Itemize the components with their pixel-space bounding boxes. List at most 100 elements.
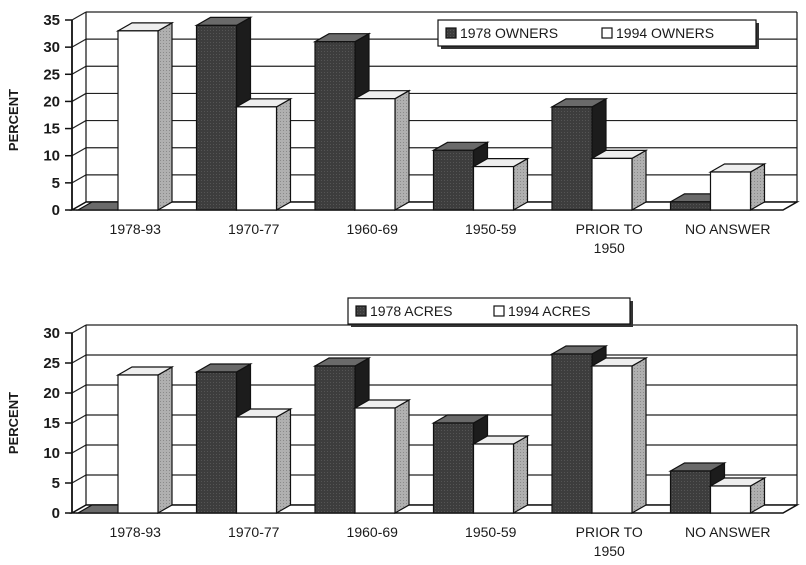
x-tick-label: 1960-69 — [347, 221, 399, 237]
bar-1994-acres — [234, 407, 293, 515]
y-tick-label: 10 — [43, 148, 60, 165]
bar-front — [117, 374, 159, 514]
bar-front — [551, 106, 593, 211]
legend-swatch — [445, 27, 457, 39]
grid-diag — [71, 354, 87, 364]
x-tick-label: NO ANSWER — [685, 524, 771, 540]
bar-front — [432, 149, 475, 211]
grid-diag — [71, 444, 87, 454]
y-tick-label: 15 — [43, 415, 60, 432]
bar-1994-acres — [471, 434, 530, 515]
x-tick-label: 1950-59 — [465, 524, 517, 540]
y-tick-label: 0 — [52, 202, 60, 219]
grid-diag — [71, 147, 87, 157]
bar-1994-acres — [589, 356, 649, 515]
bar-1994-owners — [234, 97, 293, 212]
x-tick-label: PRIOR TO — [576, 221, 643, 237]
bar-1994-owners — [471, 157, 530, 212]
y-tick-label: 25 — [43, 355, 60, 372]
bar-front — [314, 365, 356, 514]
bar-side — [631, 356, 647, 515]
bar-front — [117, 30, 159, 211]
bar-front — [591, 157, 633, 211]
bar-side — [512, 157, 529, 212]
bar-front — [669, 470, 712, 514]
y-tick-label: 10 — [43, 445, 60, 462]
y-tick-label: 15 — [43, 121, 60, 138]
legend-swatch — [601, 27, 613, 39]
legend-box — [347, 297, 631, 325]
bar-side — [394, 89, 410, 212]
grid-diag — [71, 384, 87, 394]
bar-front — [591, 365, 633, 514]
bar-1994-owners — [708, 162, 767, 212]
bar-front — [709, 171, 752, 211]
y-tick-label: 35 — [43, 12, 60, 29]
y-axis-label: PERCENT — [6, 89, 21, 151]
legend-label: 1994 ACRES — [508, 303, 591, 319]
bar-side — [631, 149, 647, 212]
grid-diag — [71, 414, 87, 424]
x-tick-label: NO ANSWER — [685, 221, 771, 237]
y-tick-label: 25 — [43, 66, 60, 83]
y-tick-label: 0 — [52, 505, 60, 522]
bar-1994-owners — [352, 89, 412, 212]
bar-front — [195, 371, 238, 514]
bar-1994-acres — [708, 476, 767, 515]
bar-1994-acres — [352, 398, 412, 515]
x-tick-label: 1978-93 — [110, 524, 162, 540]
bar-front — [472, 443, 515, 514]
bar-1978-owners — [312, 32, 372, 212]
grid-diag — [71, 324, 87, 334]
bar-side — [275, 407, 292, 515]
x-tick-label: 1950-59 — [465, 221, 517, 237]
grid-diag — [71, 65, 87, 75]
x-tick-label: 1960-69 — [347, 524, 399, 540]
x-tick-label: 1970-77 — [228, 221, 280, 237]
bar-front — [354, 98, 396, 211]
legend-label: 1978 OWNERS — [460, 25, 558, 41]
x-tick-label: 1970-77 — [228, 524, 280, 540]
bar-front — [235, 106, 278, 211]
legend-box — [437, 19, 757, 47]
bar-front — [235, 416, 278, 514]
grid-diag — [71, 174, 87, 184]
bar-side — [512, 434, 529, 515]
bar-front — [551, 353, 593, 514]
bar-front — [709, 485, 752, 514]
x-tick-label: PRIOR TO — [576, 524, 643, 540]
legend-swatch — [493, 305, 505, 317]
grid-diag — [71, 11, 87, 21]
bar-1994-owners — [589, 149, 649, 212]
y-tick-label: 20 — [43, 93, 60, 110]
bar-front — [432, 422, 475, 514]
grid-diag — [71, 474, 87, 484]
grid-diag — [71, 38, 87, 48]
y-tick-label: 30 — [43, 325, 60, 342]
bar-front — [354, 407, 396, 514]
y-tick-label: 30 — [43, 39, 60, 56]
bar-front — [472, 165, 515, 211]
bar-front — [669, 201, 712, 211]
grid-diag — [71, 92, 87, 102]
bar-1994-owners — [115, 21, 175, 212]
bar-side — [157, 21, 173, 212]
bar-side — [275, 97, 292, 212]
legend-label: 1978 ACRES — [370, 303, 453, 319]
x-tick-label: 1950 — [594, 543, 625, 559]
legend-swatch — [355, 305, 367, 317]
bar-front — [195, 24, 238, 211]
y-tick-label: 20 — [43, 385, 60, 402]
y-tick-label: 5 — [52, 175, 60, 192]
legend: 1978 ACRES 1994 ACRES — [347, 297, 633, 327]
bar-side — [394, 398, 410, 515]
legend: 1978 OWNERS 1994 OWNERS — [437, 19, 759, 49]
chart-owners: 0 5 10 15 20 25 30 35 PERCENT 1978-93 1970-77 1960-… — [6, 11, 800, 256]
y-axis-label: PERCENT — [6, 392, 21, 454]
legend-label: 1994 OWNERS — [616, 25, 714, 41]
x-tick-label: 1950 — [594, 240, 625, 256]
bar-side — [157, 365, 173, 515]
bar-1994-acres — [115, 365, 175, 515]
grid-diag — [71, 120, 87, 130]
